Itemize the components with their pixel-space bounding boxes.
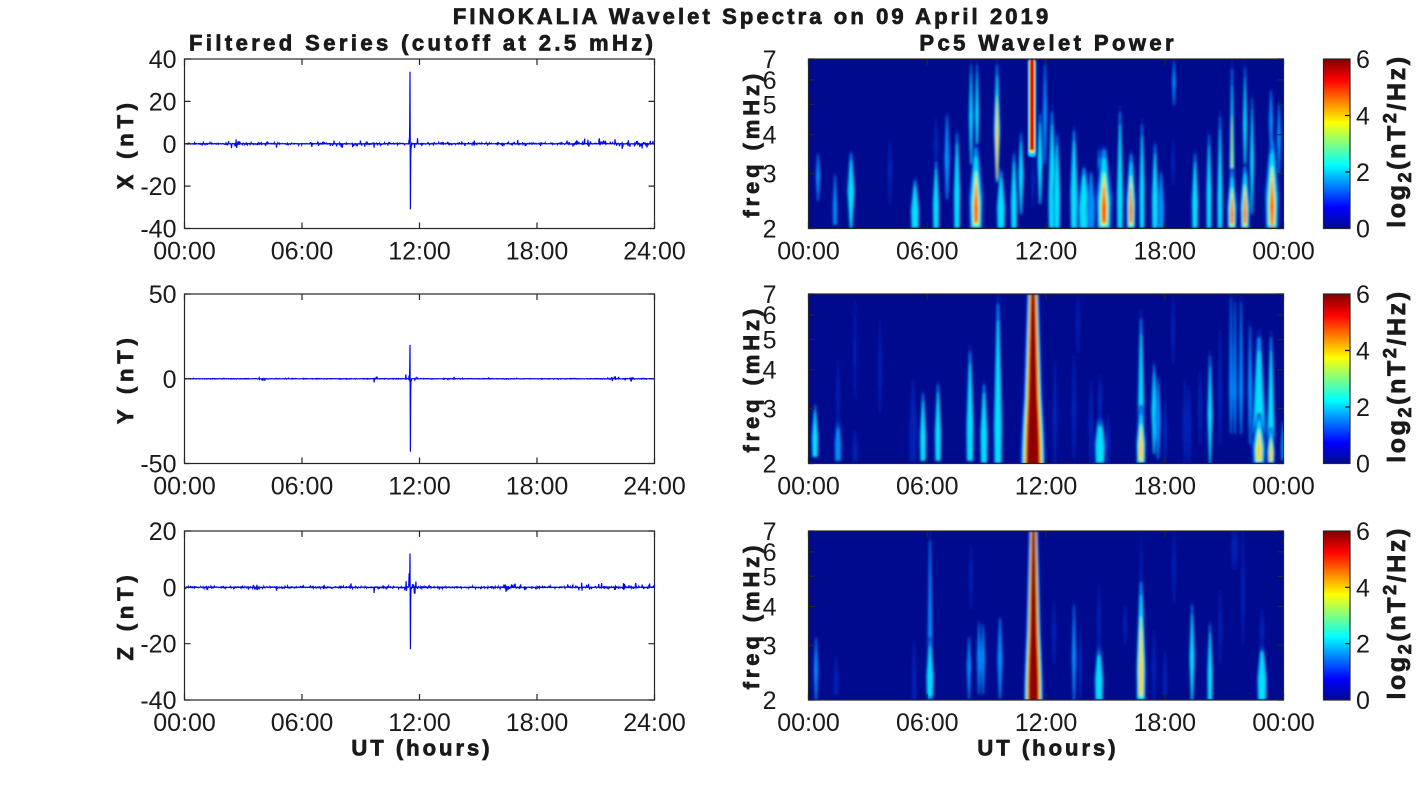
svg-text:2: 2 [763, 687, 777, 715]
svg-text:5: 5 [763, 327, 777, 355]
svg-text:12:00: 12:00 [1015, 473, 1078, 501]
svg-text:log2(nT2/Hz): log2(nT2/Hz) [1380, 54, 1415, 227]
svg-text:0: 0 [163, 366, 177, 394]
svg-text:00:00: 00:00 [777, 238, 840, 266]
svg-text:-40: -40 [140, 216, 176, 244]
svg-text:log2(nT2/Hz): log2(nT2/Hz) [1380, 526, 1415, 699]
svg-text:-20: -20 [140, 631, 176, 659]
svg-text:12:00: 12:00 [388, 238, 451, 266]
svg-text:24:00: 24:00 [623, 709, 686, 737]
svg-text:00:00: 00:00 [153, 473, 216, 501]
svg-text:freq (mHz): freq (mHz) [739, 542, 764, 690]
svg-text:freq (mHz): freq (mHz) [739, 305, 764, 453]
svg-text:12:00: 12:00 [1015, 709, 1078, 737]
svg-text:2: 2 [1356, 394, 1370, 422]
svg-text:0: 0 [1356, 687, 1370, 715]
svg-text:0: 0 [163, 131, 177, 159]
svg-text:0: 0 [1356, 451, 1370, 479]
svg-text:UT (hours): UT (hours) [977, 736, 1118, 761]
svg-text:4: 4 [763, 593, 777, 621]
svg-text:X (nT): X (nT) [113, 98, 138, 189]
svg-text:00:00: 00:00 [777, 473, 840, 501]
svg-text:00:00: 00:00 [777, 709, 840, 737]
svg-text:00:00: 00:00 [1252, 709, 1315, 737]
svg-text:6: 6 [1356, 281, 1370, 309]
svg-text:4: 4 [1356, 574, 1370, 602]
svg-text:18:00: 18:00 [1133, 238, 1196, 266]
svg-text:2: 2 [763, 216, 777, 244]
svg-text:18:00: 18:00 [506, 473, 569, 501]
svg-text:18:00: 18:00 [506, 238, 569, 266]
svg-text:24:00: 24:00 [623, 238, 686, 266]
svg-text:2: 2 [1356, 631, 1370, 659]
svg-text:Filtered Series (cutoff at 2.5: Filtered Series (cutoff at 2.5 mHz) [189, 31, 656, 56]
svg-text:06:00: 06:00 [271, 709, 334, 737]
svg-text:00:00: 00:00 [153, 709, 216, 737]
svg-text:-20: -20 [140, 173, 176, 201]
svg-text:4: 4 [763, 122, 777, 150]
svg-text:20: 20 [149, 518, 177, 546]
svg-text:18:00: 18:00 [1133, 709, 1196, 737]
svg-text:06:00: 06:00 [271, 238, 334, 266]
svg-text:20: 20 [149, 88, 177, 116]
svg-text:log2(nT2/Hz): log2(nT2/Hz) [1380, 289, 1415, 462]
svg-text:12:00: 12:00 [388, 473, 451, 501]
svg-text:12:00: 12:00 [1015, 238, 1078, 266]
svg-text:UT (hours): UT (hours) [351, 736, 492, 761]
svg-text:3: 3 [763, 161, 777, 189]
svg-text:06:00: 06:00 [896, 238, 959, 266]
svg-text:7: 7 [763, 46, 777, 74]
svg-text:-40: -40 [140, 687, 176, 715]
svg-text:-50: -50 [140, 451, 176, 479]
svg-text:4: 4 [763, 357, 777, 385]
svg-text:6: 6 [1356, 518, 1370, 546]
svg-text:12:00: 12:00 [388, 709, 451, 737]
svg-text:6: 6 [1356, 46, 1370, 74]
svg-text:Z (nT): Z (nT) [113, 571, 138, 661]
svg-text:06:00: 06:00 [271, 473, 334, 501]
svg-text:6: 6 [763, 302, 777, 330]
svg-text:06:00: 06:00 [896, 473, 959, 501]
svg-text:40: 40 [149, 46, 177, 74]
svg-text:6: 6 [763, 67, 777, 95]
svg-text:18:00: 18:00 [1133, 473, 1196, 501]
svg-text:0: 0 [163, 574, 177, 602]
svg-text:00:00: 00:00 [1252, 238, 1315, 266]
svg-text:3: 3 [763, 396, 777, 424]
svg-text:7: 7 [763, 281, 777, 309]
svg-text:2: 2 [763, 451, 777, 479]
svg-text:50: 50 [149, 281, 177, 309]
svg-text:3: 3 [763, 632, 777, 660]
svg-text:00:00: 00:00 [153, 238, 216, 266]
svg-text:6: 6 [763, 539, 777, 567]
svg-text:freq (mHz): freq (mHz) [739, 70, 764, 218]
svg-text:0: 0 [1356, 216, 1370, 244]
svg-text:18:00: 18:00 [506, 709, 569, 737]
svg-text:4: 4 [1356, 103, 1370, 131]
svg-text:FINOKALIA Wavelet Spectra on 0: FINOKALIA Wavelet Spectra on 09 April 20… [453, 4, 1051, 29]
svg-text:24:00: 24:00 [623, 473, 686, 501]
svg-text:Pc5 Wavelet Power: Pc5 Wavelet Power [919, 31, 1177, 56]
svg-text:5: 5 [763, 92, 777, 120]
svg-text:5: 5 [763, 563, 777, 591]
svg-text:2: 2 [1356, 159, 1370, 187]
svg-text:7: 7 [763, 518, 777, 546]
svg-text:06:00: 06:00 [896, 709, 959, 737]
svg-text:Y (nT): Y (nT) [113, 333, 138, 424]
svg-text:00:00: 00:00 [1252, 473, 1315, 501]
svg-text:4: 4 [1356, 338, 1370, 366]
